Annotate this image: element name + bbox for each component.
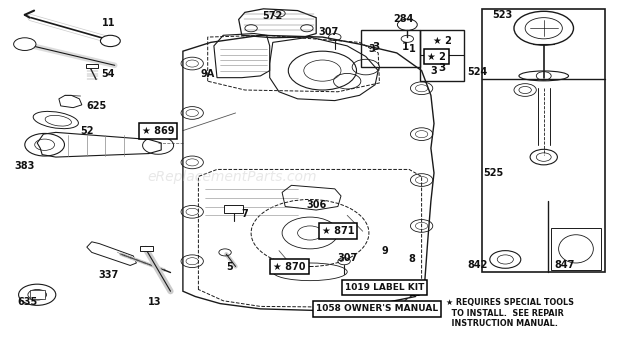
Text: 307: 307 bbox=[337, 253, 357, 263]
Text: 7: 7 bbox=[242, 209, 248, 219]
Text: 9A: 9A bbox=[201, 69, 215, 79]
Text: 3: 3 bbox=[438, 64, 446, 73]
Text: 572: 572 bbox=[263, 11, 283, 21]
Text: 1: 1 bbox=[409, 44, 415, 54]
Bar bbox=[140, 246, 153, 251]
Text: ★ 869: ★ 869 bbox=[142, 126, 174, 136]
Text: 52: 52 bbox=[80, 126, 94, 136]
Text: 3: 3 bbox=[369, 44, 375, 54]
Text: 1058 OWNER'S MANUAL: 1058 OWNER'S MANUAL bbox=[316, 304, 438, 313]
Text: ★ 2: ★ 2 bbox=[433, 36, 451, 46]
Bar bbox=[551, 228, 601, 270]
Text: 11: 11 bbox=[102, 18, 115, 28]
Text: ★ 2: ★ 2 bbox=[427, 52, 446, 61]
Text: 625: 625 bbox=[86, 101, 106, 111]
Text: ★ 870: ★ 870 bbox=[273, 262, 306, 271]
Text: 1: 1 bbox=[402, 42, 409, 52]
Text: 635: 635 bbox=[18, 297, 38, 307]
Text: 3: 3 bbox=[431, 66, 437, 76]
Text: 847: 847 bbox=[554, 260, 574, 270]
Text: 9: 9 bbox=[381, 246, 388, 256]
Text: 337: 337 bbox=[99, 270, 118, 280]
Text: 524: 524 bbox=[467, 67, 487, 77]
Text: 525: 525 bbox=[483, 168, 503, 178]
Text: 383: 383 bbox=[15, 161, 35, 171]
Text: eReplacementParts.com: eReplacementParts.com bbox=[148, 169, 317, 184]
Text: 307: 307 bbox=[319, 27, 339, 37]
Text: 1019 LABEL KIT: 1019 LABEL KIT bbox=[345, 283, 424, 292]
Text: 8: 8 bbox=[409, 255, 416, 264]
Bar bbox=[86, 64, 98, 68]
Text: ★ 871: ★ 871 bbox=[322, 226, 354, 236]
Text: 54: 54 bbox=[102, 69, 115, 79]
Text: 306: 306 bbox=[306, 200, 326, 210]
Bar bbox=[361, 30, 420, 67]
Text: 523: 523 bbox=[492, 10, 512, 20]
Text: ★ REQUIRES SPECIAL TOOLS
  TO INSTALL.  SEE REPAIR
  INSTRUCTION MANUAL.: ★ REQUIRES SPECIAL TOOLS TO INSTALL. SEE… bbox=[446, 298, 574, 328]
Text: 284: 284 bbox=[393, 14, 413, 24]
Bar bbox=[224, 205, 243, 213]
Text: 5: 5 bbox=[226, 262, 232, 271]
Bar bbox=[420, 30, 464, 81]
Text: 3: 3 bbox=[373, 42, 380, 52]
Text: 10: 10 bbox=[409, 288, 422, 298]
Text: 842: 842 bbox=[467, 260, 487, 270]
Circle shape bbox=[14, 38, 36, 50]
Polygon shape bbox=[30, 290, 45, 299]
Text: 13: 13 bbox=[148, 297, 162, 307]
Bar bbox=[482, 9, 604, 272]
Circle shape bbox=[100, 35, 120, 47]
